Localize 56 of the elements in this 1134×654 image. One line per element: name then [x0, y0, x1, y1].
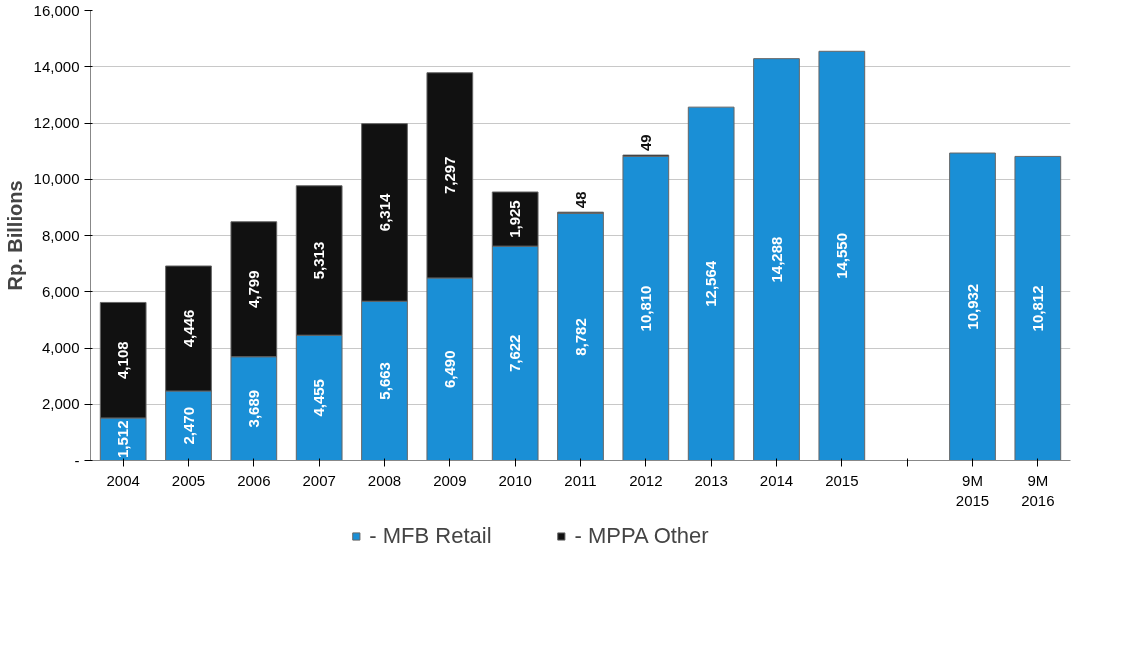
data-label: 14,288 — [767, 236, 785, 283]
y-tick-label: 12,000 — [33, 114, 80, 131]
data-label: 7,297 — [440, 156, 458, 195]
bar — [818, 50, 866, 461]
data-label: 1,925 — [506, 200, 524, 238]
bar — [1014, 155, 1062, 461]
y-tick-label: 10,000 — [33, 170, 80, 188]
y-tick-label: 16,000 — [33, 1, 80, 19]
y-tick-label: 4,000 — [41, 339, 80, 356]
data-label: 14,550 — [832, 232, 850, 279]
y-tick-label: - — [74, 451, 80, 469]
bar — [949, 152, 996, 461]
x-tick-label: 2010 — [498, 471, 532, 489]
bar — [557, 213, 604, 461]
data-label: 3,689 — [244, 389, 262, 428]
data-label: 10,812 — [1028, 285, 1046, 332]
data-label: 5,663 — [375, 362, 393, 400]
bar — [622, 155, 670, 461]
y-tick-label: 2,000 — [41, 395, 80, 413]
data-label: 5,313 — [310, 241, 328, 280]
y-tick-label: 14,000 — [33, 57, 80, 75]
data-label: 10,932 — [963, 283, 981, 330]
x-tick-label: 2011 — [564, 471, 597, 489]
x-tick-label: 9M 2016 — [1021, 471, 1055, 509]
x-tick-label: 2007 — [302, 471, 336, 489]
y-tick-label: 8,000 — [41, 226, 80, 244]
x-tick-label: 2004 — [106, 471, 140, 489]
x-tick-label: 9M 2015 — [955, 471, 990, 509]
data-label: 4,108 — [114, 341, 132, 379]
bar — [753, 58, 800, 461]
data-label: 6,490 — [440, 350, 458, 388]
data-label: 49 — [636, 134, 654, 152]
data-label: 7,622 — [506, 334, 524, 373]
x-tick-label: 2005 — [171, 471, 206, 489]
x-tick-label: 2014 — [759, 471, 794, 489]
y-tick-label: 6,000 — [41, 282, 80, 300]
data-label: 4,455 — [310, 379, 328, 417]
data-label: 2,470 — [179, 406, 197, 445]
data-label: 1,512 — [114, 420, 132, 459]
x-tick-label: 2009 — [433, 471, 467, 489]
x-tick-label: 2008 — [367, 471, 402, 489]
x-tick-label: 2013 — [694, 471, 728, 489]
legend-label: - MPPA Other — [574, 523, 709, 549]
data-label: 6,314 — [375, 193, 393, 232]
x-tick-label: 2006 — [237, 471, 271, 489]
bar — [687, 106, 735, 461]
y-axis-title: Rp. Billions — [3, 180, 26, 291]
data-label: 10,810 — [636, 285, 654, 332]
x-tick-label: 2012 — [629, 471, 663, 489]
data-label: 48 — [571, 191, 589, 209]
data-label: 4,799 — [244, 270, 262, 309]
data-label: 4,446 — [179, 309, 197, 348]
x-tick-label: 2015 — [825, 471, 859, 489]
legend-label: - MFB Retail — [369, 523, 492, 549]
data-label: 8,782 — [571, 318, 589, 356]
data-label: 12,564 — [702, 260, 720, 307]
